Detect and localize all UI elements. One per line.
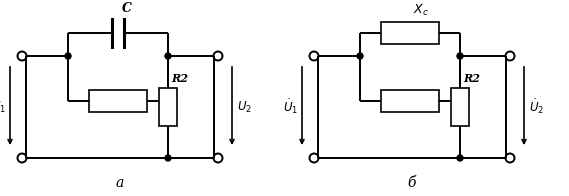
Text: R1: R1 xyxy=(398,93,414,104)
Circle shape xyxy=(457,155,463,161)
Text: a: a xyxy=(116,176,124,190)
Circle shape xyxy=(65,53,71,59)
Text: C: C xyxy=(122,2,132,15)
FancyBboxPatch shape xyxy=(159,88,177,126)
Text: $U_2$: $U_2$ xyxy=(237,99,252,114)
Text: R1: R1 xyxy=(105,93,122,104)
Circle shape xyxy=(457,53,463,59)
FancyBboxPatch shape xyxy=(381,90,439,112)
Text: $\dot{U}_1$: $\dot{U}_1$ xyxy=(283,98,298,116)
FancyBboxPatch shape xyxy=(451,88,469,126)
Text: $U_1$: $U_1$ xyxy=(0,99,6,114)
Text: $\dot{U}_2$: $\dot{U}_2$ xyxy=(529,98,544,116)
Text: R2: R2 xyxy=(171,73,188,84)
FancyBboxPatch shape xyxy=(89,90,147,112)
Text: б: б xyxy=(408,176,417,190)
Text: R2: R2 xyxy=(463,73,480,84)
Circle shape xyxy=(165,155,171,161)
Circle shape xyxy=(165,53,171,59)
Text: $X_c$: $X_c$ xyxy=(413,3,429,18)
Circle shape xyxy=(357,53,363,59)
FancyBboxPatch shape xyxy=(381,22,439,44)
